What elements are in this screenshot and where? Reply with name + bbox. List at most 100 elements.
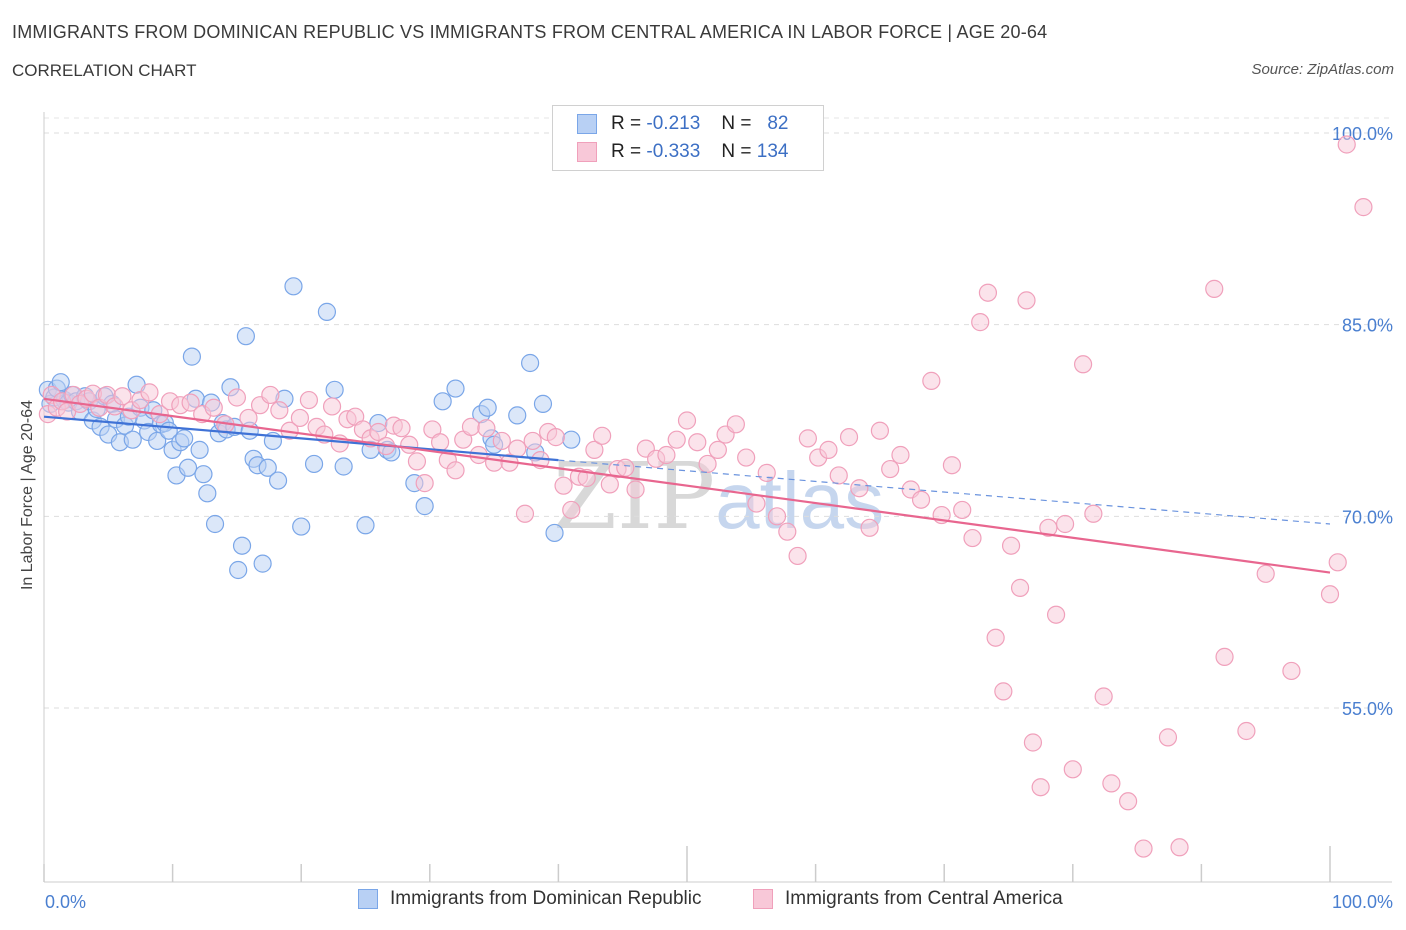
x-tick-label: 0.0% bbox=[45, 892, 86, 912]
legend-swatch-central-america bbox=[577, 142, 597, 162]
data-point-central-america bbox=[870, 421, 890, 440]
data-point-central-america bbox=[469, 445, 488, 465]
data-point-central-america bbox=[1102, 774, 1121, 793]
data-point-central-america bbox=[688, 433, 707, 452]
data-point-dominican bbox=[446, 379, 465, 398]
data-point-central-america bbox=[430, 433, 450, 452]
data-point-central-america bbox=[986, 628, 1005, 647]
data-point-central-america bbox=[1354, 198, 1373, 217]
series-legend-dominican[interactable]: Immigrants from Dominican Republic bbox=[358, 888, 702, 910]
legend-r-value: -0.333 bbox=[646, 141, 701, 162]
legend-r-label: R = bbox=[611, 113, 642, 134]
data-point-central-america bbox=[757, 463, 776, 482]
data-point-central-america bbox=[819, 440, 838, 459]
y-tick-label: 85.0% bbox=[1342, 316, 1393, 336]
data-point-central-america bbox=[1063, 760, 1082, 779]
data-point-central-america bbox=[515, 504, 535, 523]
data-point-central-america bbox=[1055, 514, 1075, 534]
legend-row-central-america: R = -0.333 N = 134 bbox=[577, 138, 788, 166]
source-credit: Source: ZipAtlas.com bbox=[1251, 61, 1394, 78]
data-point-dominican bbox=[533, 394, 553, 413]
data-point-central-america bbox=[1282, 661, 1301, 681]
data-point-central-america bbox=[1094, 687, 1113, 706]
y-tick-label: 70.0% bbox=[1342, 507, 1393, 527]
data-point-central-america bbox=[881, 459, 900, 479]
data-point-dominican bbox=[356, 516, 375, 535]
data-point-central-america bbox=[891, 445, 910, 465]
data-point-dominican bbox=[194, 465, 213, 484]
data-point-central-america bbox=[270, 401, 289, 420]
data-point-central-america bbox=[446, 461, 465, 480]
data-point-central-america bbox=[708, 440, 727, 459]
data-point-dominican bbox=[229, 560, 248, 580]
data-point-central-america bbox=[978, 283, 998, 302]
data-point-central-america bbox=[1337, 135, 1356, 154]
data-point-central-america bbox=[616, 458, 635, 477]
data-point-dominican bbox=[415, 497, 434, 516]
legend-swatch-dominican bbox=[577, 114, 597, 134]
trend-line-dominican-extension bbox=[558, 459, 1331, 525]
data-point-central-america bbox=[562, 500, 581, 520]
data-point-central-america bbox=[788, 546, 807, 566]
data-point-central-america bbox=[400, 435, 419, 454]
data-point-central-america bbox=[554, 476, 573, 495]
data-point-central-america bbox=[1134, 839, 1153, 858]
data-point-central-america bbox=[523, 431, 542, 451]
data-point-dominican bbox=[205, 514, 225, 534]
legend-n-value: 134 bbox=[756, 141, 789, 162]
data-point-dominican bbox=[433, 392, 452, 411]
data-point-central-america bbox=[737, 448, 756, 467]
data-point-central-america bbox=[392, 419, 411, 438]
data-point-central-america bbox=[1256, 564, 1275, 583]
data-point-central-america bbox=[1073, 355, 1093, 374]
data-point-central-america bbox=[1001, 536, 1021, 555]
data-point-central-america bbox=[971, 313, 990, 332]
legend-n-value: 82 bbox=[767, 113, 789, 134]
data-point-central-america bbox=[1158, 728, 1178, 747]
data-point-dominican bbox=[198, 484, 217, 503]
data-point-dominican bbox=[236, 327, 256, 346]
data-point-dominican bbox=[304, 454, 324, 474]
data-point-dominican bbox=[317, 302, 337, 321]
data-point-central-america bbox=[1046, 605, 1066, 624]
data-point-central-america bbox=[698, 454, 717, 474]
data-point-central-america bbox=[963, 528, 982, 548]
data-point-central-america bbox=[1215, 647, 1234, 666]
data-point-central-america bbox=[585, 440, 604, 459]
data-point-dominican bbox=[292, 517, 311, 536]
data-point-dominican bbox=[478, 398, 497, 417]
data-point-central-america bbox=[181, 393, 200, 412]
data-point-central-america bbox=[953, 500, 972, 520]
data-point-central-america bbox=[860, 518, 879, 537]
data-point-central-america bbox=[299, 390, 319, 410]
data-point-central-america bbox=[477, 419, 496, 438]
data-point-central-america bbox=[1118, 792, 1138, 811]
data-point-central-america bbox=[227, 388, 246, 407]
data-point-central-america bbox=[798, 429, 817, 448]
data-point-dominican bbox=[334, 457, 353, 476]
stats-legend: R = -0.213 N = 82 R = -0.333 N = 134 bbox=[552, 105, 824, 171]
trend-line-dominican bbox=[43, 415, 559, 462]
data-point-dominican bbox=[190, 440, 209, 459]
legend-r-label: R = bbox=[611, 141, 642, 162]
data-point-central-america bbox=[1010, 578, 1030, 597]
x-tick-label: 100.0% bbox=[1332, 892, 1393, 912]
data-point-central-america bbox=[593, 426, 612, 445]
data-point-dominican bbox=[51, 373, 70, 392]
data-point-central-america bbox=[626, 480, 645, 499]
legend-row-dominican: R = -0.213 N = 82 bbox=[577, 110, 788, 138]
data-point-central-america bbox=[1017, 291, 1036, 310]
data-point-central-america bbox=[140, 383, 159, 402]
legend-n-label: N = bbox=[721, 141, 752, 162]
data-point-central-america bbox=[204, 398, 223, 417]
legend-n-label: N = bbox=[721, 113, 752, 134]
data-point-central-america bbox=[677, 411, 697, 430]
data-point-central-america bbox=[829, 466, 848, 485]
data-point-dominican bbox=[325, 380, 344, 399]
series-legend-central-america[interactable]: Immigrants from Central America bbox=[753, 888, 1063, 910]
trend-line-central-america bbox=[43, 397, 1331, 574]
data-point-central-america bbox=[1023, 733, 1043, 752]
data-point-central-america bbox=[839, 428, 859, 447]
data-point-dominican bbox=[253, 554, 272, 573]
